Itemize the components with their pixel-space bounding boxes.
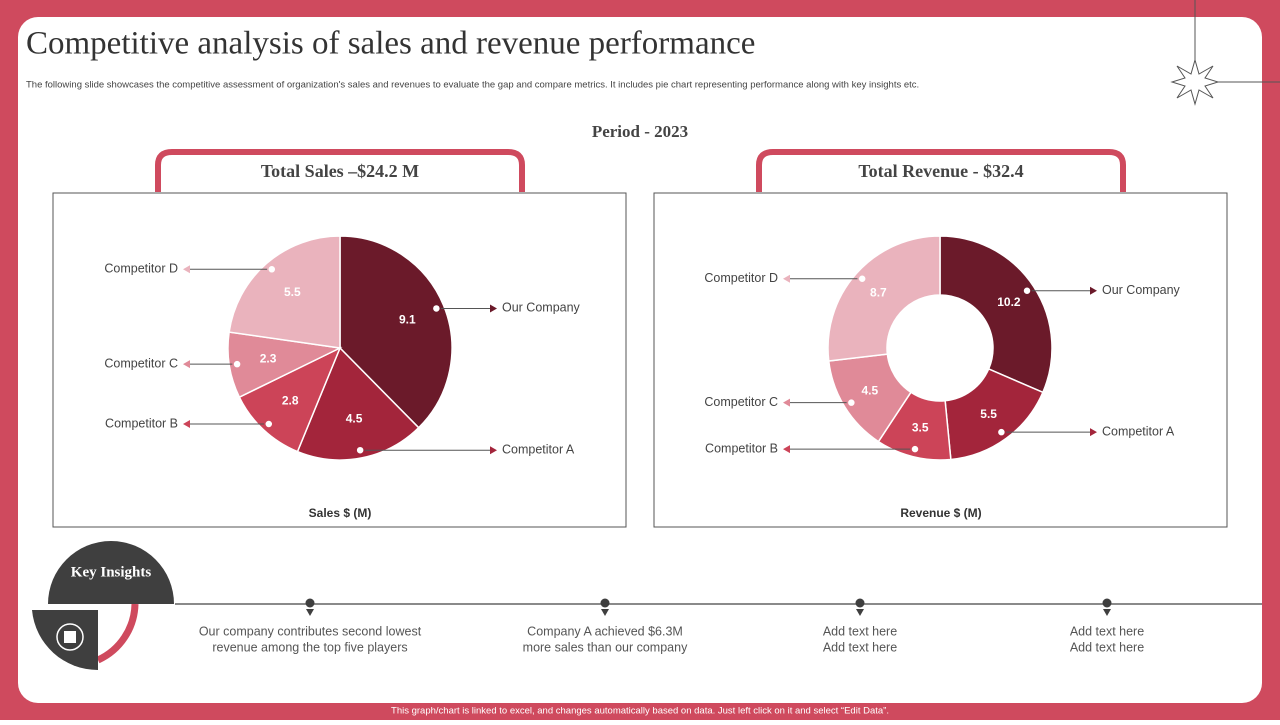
- chart-title: Total Revenue - $32.4: [858, 161, 1023, 181]
- leader-dot: [1022, 286, 1032, 296]
- insight-dot: [305, 598, 315, 608]
- leader-dot: [232, 359, 242, 369]
- value-label: 2.8: [282, 393, 299, 407]
- insight-text: Add text here: [823, 624, 897, 638]
- leader-dot: [431, 303, 442, 314]
- leader-arrow: [490, 304, 497, 313]
- value-label: 4.5: [346, 412, 363, 426]
- title: Competitive analysis of sales and revenu…: [26, 26, 755, 62]
- insight-pointer: [856, 609, 864, 616]
- content-panel: [18, 17, 1262, 703]
- leader-dot: [355, 445, 365, 455]
- slice: [827, 235, 941, 362]
- insight-text: revenue among the top five players: [212, 640, 407, 654]
- category-label: Competitor D: [704, 271, 778, 285]
- insight-text: Add text here: [1070, 624, 1144, 638]
- leader-dot: [910, 444, 920, 454]
- slice: [339, 235, 453, 429]
- leader-dot: [996, 427, 1007, 437]
- footer: This graph/chart is linked to excel, and…: [391, 706, 889, 717]
- value-label: 9.1: [399, 313, 416, 327]
- category-label: Competitor B: [705, 441, 778, 455]
- leader-arrow: [183, 265, 190, 274]
- insight-pointer: [601, 609, 609, 616]
- value-label: 8.7: [870, 285, 887, 299]
- chart-frame: [653, 192, 1228, 528]
- category-label: Our Company: [1102, 283, 1181, 297]
- insight-icon: [56, 623, 84, 651]
- chart-title: Total Sales –$24.2 M: [261, 161, 419, 181]
- category-label: Competitor A: [1102, 424, 1175, 438]
- insight-icon: [64, 631, 76, 643]
- category-label: Competitor B: [105, 416, 178, 430]
- panel-tab: [756, 149, 1126, 192]
- leader-arrow: [783, 398, 790, 407]
- value-label: 10.2: [997, 295, 1021, 309]
- category-label: Competitor A: [502, 442, 575, 456]
- value-label: 4.5: [861, 383, 878, 397]
- insight-text: Our company contributes second lowest: [199, 624, 422, 638]
- leader-arrow: [783, 274, 790, 283]
- insight-pointer: [1103, 609, 1111, 616]
- category-label: Our Company: [502, 301, 581, 315]
- leader-arrow: [1090, 286, 1097, 295]
- leader-arrow: [1090, 428, 1097, 437]
- slice: [296, 346, 420, 461]
- insight-dot: [600, 598, 610, 608]
- leader-dot: [264, 419, 274, 429]
- insight-text: Company A achieved $6.3M: [527, 624, 683, 638]
- axis-label: Sales $ (M): [309, 506, 372, 520]
- period: Period - 2023: [592, 122, 688, 141]
- leader-dot: [857, 274, 867, 284]
- decor-star: [1170, 58, 1220, 106]
- leader-arrow: [183, 360, 190, 369]
- insight-text: Add text here: [1070, 640, 1144, 654]
- axis-label: Revenue $ (M): [900, 506, 981, 520]
- value-label: 2.3: [260, 351, 277, 365]
- chart-frame: [52, 192, 627, 528]
- category-label: Competitor D: [104, 262, 178, 276]
- slice: [228, 235, 341, 349]
- category-label: Competitor C: [704, 395, 778, 409]
- leader-dot: [267, 264, 277, 275]
- insight-badge: [48, 541, 174, 604]
- category-label: Competitor C: [104, 356, 178, 370]
- insight-dot: [855, 598, 865, 608]
- leader-arrow: [183, 420, 190, 429]
- value-label: 3.5: [912, 420, 929, 434]
- value-label: 5.5: [284, 285, 301, 299]
- leader-arrow: [783, 445, 790, 454]
- leader-arrow: [490, 446, 497, 455]
- insight-pointer: [306, 609, 314, 616]
- panel-tab: [155, 149, 525, 192]
- insight-dot: [1102, 598, 1112, 608]
- value-label: 5.5: [980, 407, 997, 421]
- insight-text: Add text here: [823, 640, 897, 654]
- subtitle: The following slide showcases the compet…: [26, 80, 919, 91]
- decor-arc: [96, 603, 139, 664]
- insight-title: Key Insights: [71, 564, 152, 580]
- leader-dot: [846, 397, 857, 408]
- slice: [939, 235, 1053, 394]
- insight-text: more sales than our company: [523, 640, 688, 654]
